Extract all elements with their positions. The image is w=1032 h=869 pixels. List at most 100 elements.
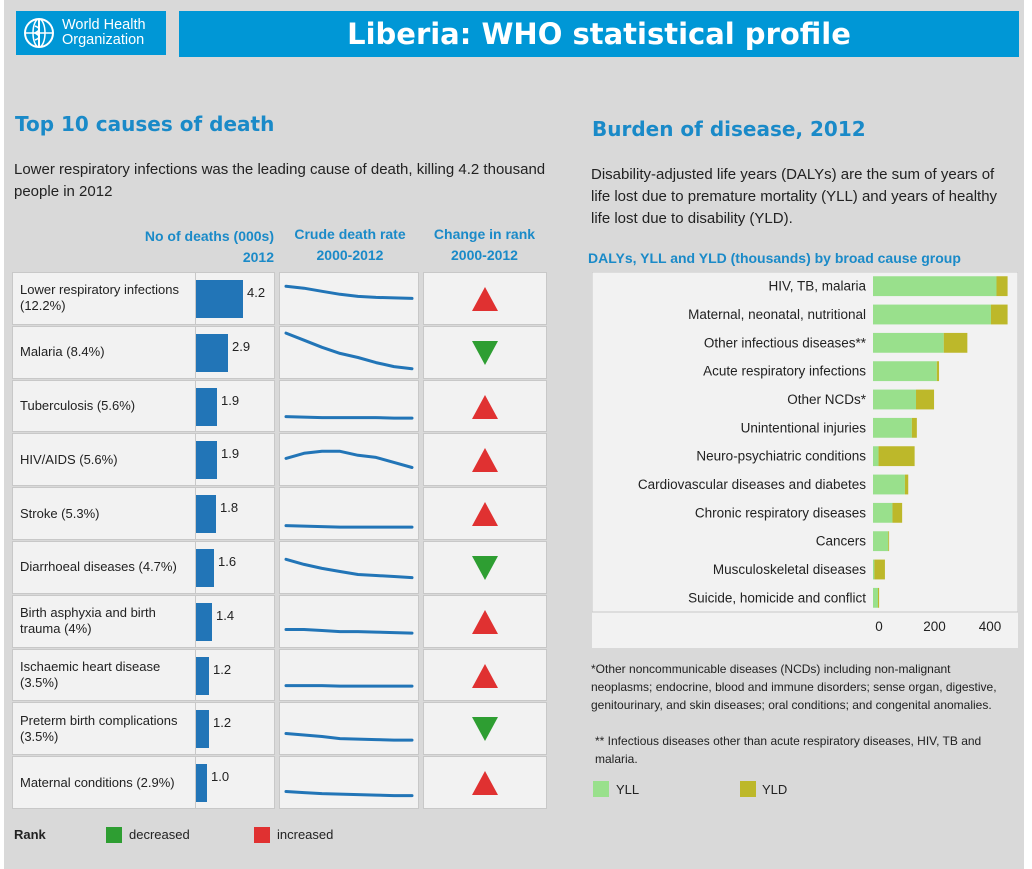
col-deaths-header: No of deaths (000s) 2012 [104, 226, 274, 268]
deaths-bar [196, 602, 212, 641]
rank-increased-icon [472, 609, 498, 634]
col-rate-header: Crude death rate 2000-2012 [280, 224, 420, 266]
rank-decreased-label: decreased [129, 827, 190, 842]
trend-sparkline [284, 331, 414, 370]
trend-sparkline [284, 732, 414, 742]
deaths-bar [196, 280, 243, 318]
yll-bar [873, 304, 991, 325]
rank-cell [423, 702, 547, 756]
daly-x-tick-label: 0 [875, 619, 883, 634]
cause-label: Stroke (5.3%) [12, 487, 196, 540]
deaths-value: 2.9 [232, 338, 251, 354]
rank-increased-label: increased [277, 827, 334, 842]
deaths-cell: 4.2 [195, 272, 275, 325]
trend-line [284, 557, 414, 580]
decreased-swatch [106, 827, 122, 843]
daly-x-tick-label: 400 [979, 619, 1002, 634]
rank-cell [423, 594, 547, 648]
rank-increased-icon [472, 663, 498, 688]
trend-sparkline [284, 627, 414, 635]
report-canvas: World Health Organization Liberia: WHO s… [4, 0, 1024, 869]
yld-swatch [740, 781, 756, 797]
deaths-cell: 1.4 [195, 594, 275, 648]
cause-label: Diarrhoeal diseases (4.7%) [12, 541, 196, 594]
yld-bar [911, 417, 917, 438]
trend-line [284, 732, 414, 742]
trend-sparkline [284, 450, 414, 470]
daly-category-label: Chronic respiratory diseases [695, 505, 866, 520]
rank-decreased-icon [472, 717, 498, 742]
deaths-cell: 1.0 [195, 756, 275, 809]
deaths-bar [196, 710, 209, 749]
footnote-infectious: ** Infectious diseases other than acute … [595, 734, 982, 766]
deaths-bar [196, 656, 209, 695]
deaths-value: 1.9 [221, 392, 240, 408]
trend-sparkline [284, 284, 414, 300]
rank-increased-icon [472, 771, 498, 796]
trend-cell [279, 272, 419, 325]
cause-label: Tuberculosis (5.6%) [12, 379, 196, 433]
col-rank-header: Change in rank 2000-2012 [422, 224, 547, 266]
page-title: Liberia: WHO statistical profile [347, 17, 851, 51]
rank-legend-title: Rank [14, 827, 46, 842]
yll-bar [873, 559, 875, 580]
rank-cell [423, 648, 547, 702]
trend-cell [279, 541, 419, 594]
trend-cell [279, 379, 419, 433]
yld-bar [943, 332, 968, 353]
col-rank-line2: 2000-2012 [451, 247, 518, 263]
deaths-value: 1.9 [221, 446, 240, 462]
rank-cell [423, 756, 547, 809]
org-name-line1: World Health [62, 17, 146, 33]
deaths-bar [196, 441, 217, 480]
trend-sparkline [284, 557, 414, 580]
daly-chart-title: DALYs, YLL and YLD (thousands) by broad … [588, 250, 961, 266]
yld-bar [996, 276, 1008, 297]
rank-cell [423, 541, 547, 594]
yld-bar [916, 389, 935, 410]
yld-bar [888, 531, 890, 552]
col-rank-line1: Change in rank [433, 226, 536, 242]
trend-sparkline [284, 414, 414, 420]
daly-category-label: HIV, TB, malaria [768, 279, 866, 294]
yll-bar [873, 389, 917, 410]
rank-increased-icon [472, 287, 498, 311]
yld-legend-label: YLD [762, 782, 788, 797]
yll-bar [873, 531, 889, 552]
col-deaths-line2: 2012 [242, 249, 274, 265]
increased-swatch [254, 827, 270, 843]
trend-sparkline [284, 683, 414, 688]
burden-heading: Burden of disease, 2012 [592, 117, 866, 141]
yld-bar [936, 361, 940, 382]
yll-bar [873, 587, 878, 608]
yld-bar [878, 446, 915, 467]
deaths-cell: 1.2 [195, 648, 275, 702]
trend-line [284, 627, 414, 635]
rank-decreased-icon [472, 556, 498, 580]
trend-line [284, 790, 414, 798]
deaths-bar [196, 495, 216, 534]
rank-cell [423, 433, 547, 487]
yll-bar [873, 474, 905, 495]
yll-bar [873, 361, 937, 382]
rank-increased-icon [472, 448, 498, 473]
rank-increased-icon [472, 502, 498, 527]
yll-bar [873, 446, 879, 467]
org-name-line2: Organization [62, 32, 145, 48]
yll-legend-label: YLL [616, 782, 640, 797]
yld-bar [904, 474, 909, 495]
cause-label: Birth asphyxia and birth trauma (4%) [12, 594, 196, 648]
yll-swatch [593, 781, 609, 797]
trend-cell [279, 594, 419, 648]
trend-cell [279, 756, 419, 809]
burden-summary: Disability-adjusted life years (DALYs) a… [591, 166, 998, 227]
trend-cell [279, 487, 419, 540]
deaths-value: 1.0 [211, 769, 230, 785]
deaths-bar [196, 387, 217, 426]
trend-sparkline [284, 790, 414, 798]
deaths-bar [196, 764, 207, 803]
rank-decreased-icon [472, 340, 498, 365]
deaths-value: 1.2 [213, 715, 232, 731]
col-rate-line1: Crude death rate [294, 226, 406, 242]
deaths-bar [196, 333, 228, 372]
